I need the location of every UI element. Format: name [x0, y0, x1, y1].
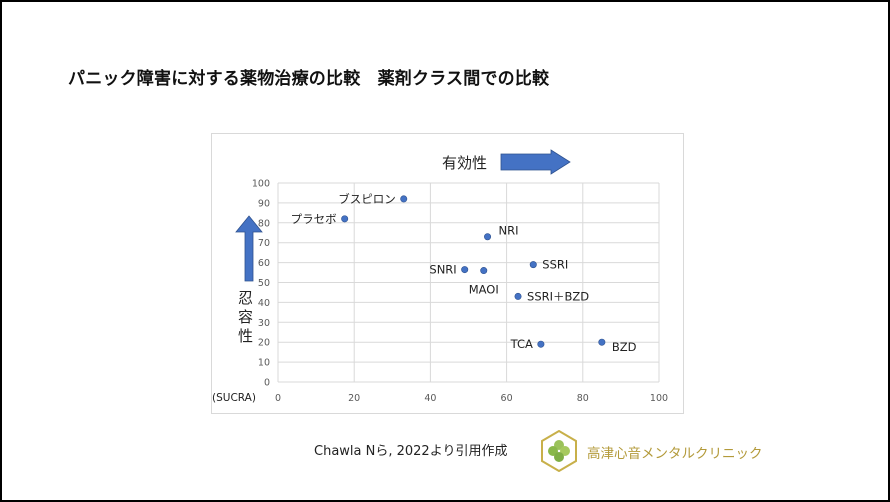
- y-tick-label: 70: [258, 238, 270, 249]
- chart-frame: 0 10 20 30 40 50 60 70 80 90 100 0 20 40 60 80 100 (SUCRA…: [211, 133, 684, 414]
- clinic-name: 高津心音メンタルクリニック: [587, 446, 763, 462]
- scatter-chart: 0 10 20 30 40 50 60 70 80 90 100 0 20 40 60 80 100 (SUCRA…: [212, 149, 668, 404]
- data-point-label: ブスピロン: [338, 192, 396, 206]
- y-axis-label-char: 容: [238, 308, 253, 326]
- y-tick-label: 50: [258, 278, 270, 289]
- y-tick-label: 10: [258, 358, 270, 369]
- data-point-label: MAOI: [469, 283, 499, 297]
- x-axis-label: 有効性: [442, 154, 487, 172]
- data-point-label: SSRI: [542, 258, 568, 272]
- data-point: [484, 233, 492, 241]
- data-point: [480, 267, 488, 275]
- data-point-label: プラセボ: [291, 212, 337, 226]
- y-tick-label: 80: [258, 218, 270, 229]
- y-tick-label: 60: [258, 258, 270, 269]
- data-point-label: NRI: [499, 224, 519, 238]
- unit-label: (SUCRA): [212, 392, 256, 404]
- y-tick-label: 100: [252, 179, 270, 190]
- x-tick-label: 60: [501, 393, 513, 404]
- y-axis-label-char: 性: [238, 327, 253, 345]
- data-point: [341, 215, 349, 223]
- data-point-label: SNRI: [429, 263, 456, 277]
- data-point: [598, 338, 606, 346]
- data-point: [514, 292, 522, 300]
- x-tick-label: 100: [650, 393, 668, 404]
- slide-title: パニック障害に対する薬物治療の比較 薬剤クラス間での比較: [68, 69, 550, 89]
- clover-hexagon-logo-icon: [541, 430, 577, 472]
- data-point: [529, 261, 537, 269]
- y-tick-label: 20: [258, 338, 270, 349]
- x-tick-label: 40: [424, 393, 436, 404]
- citation-text: Chawla Nら, 2022より引用作成: [314, 444, 508, 459]
- up-arrow-icon: [235, 215, 263, 282]
- y-axis-label-char: 忍: [238, 289, 253, 307]
- y-tick-label: 30: [258, 318, 270, 329]
- data-point-label: SSRI＋BZD: [527, 289, 589, 303]
- data-point: [461, 266, 469, 274]
- x-tick-label: 20: [348, 393, 360, 404]
- data-point: [400, 195, 408, 203]
- right-arrow-icon: [500, 149, 571, 175]
- x-tick-label: 0: [275, 393, 281, 404]
- x-tick-label: 80: [577, 393, 589, 404]
- data-point-label: BZD: [612, 340, 637, 354]
- data-point: [537, 340, 545, 348]
- data-point-label: TCA: [510, 337, 533, 351]
- y-tick-label: 90: [258, 198, 270, 209]
- y-tick-label: 40: [258, 298, 270, 309]
- y-tick-label: 0: [264, 378, 270, 389]
